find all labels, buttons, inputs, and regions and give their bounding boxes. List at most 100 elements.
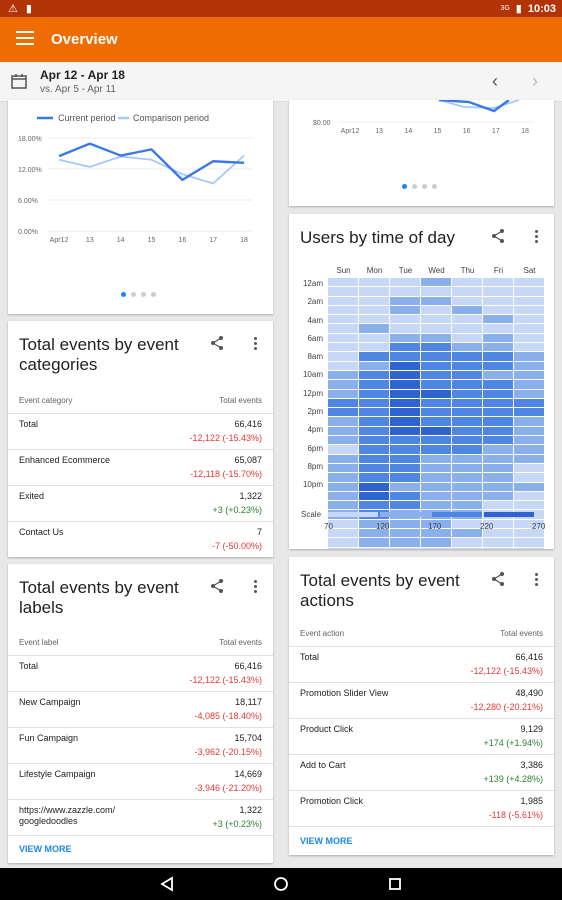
heatmap-cell[interactable] xyxy=(514,538,544,546)
heatmap-cell[interactable] xyxy=(452,399,482,407)
heatmap-cell[interactable] xyxy=(328,399,358,407)
view-more-button[interactable]: VIEW MORE xyxy=(300,836,353,846)
heatmap-cell[interactable] xyxy=(328,306,358,314)
heatmap-cell[interactable] xyxy=(421,287,451,295)
heatmap-cell[interactable] xyxy=(359,352,389,360)
heatmap-cell[interactable] xyxy=(359,436,389,444)
heatmap-cell[interactable] xyxy=(514,455,544,463)
heatmap-cell[interactable] xyxy=(483,352,513,360)
recents-icon[interactable] xyxy=(387,876,403,892)
heatmap-cell[interactable] xyxy=(483,343,513,351)
heatmap-cell[interactable] xyxy=(328,464,358,472)
heatmap-cell[interactable] xyxy=(483,315,513,323)
heatmap-cell[interactable] xyxy=(514,483,544,491)
heatmap-cell[interactable] xyxy=(514,371,544,379)
home-icon[interactable] xyxy=(273,876,289,892)
heatmap-cell[interactable] xyxy=(452,278,482,286)
heatmap-cell[interactable] xyxy=(514,473,544,481)
heatmap-cell[interactable] xyxy=(390,455,420,463)
heatmap-cell[interactable] xyxy=(328,427,358,435)
heatmap-cell[interactable] xyxy=(328,483,358,491)
heatmap-cell[interactable] xyxy=(328,492,358,500)
heatmap-cell[interactable] xyxy=(359,548,389,549)
table-row[interactable]: Fun Campaign 15,704 -3,962 (-20.15%) xyxy=(8,728,273,764)
heatmap-cell[interactable] xyxy=(483,399,513,407)
heatmap-cell[interactable] xyxy=(514,445,544,453)
carousel-dots[interactable] xyxy=(121,292,156,297)
table-row[interactable]: Add to Cart 3,386 +139 (+4.28%) xyxy=(289,755,554,791)
heatmap-cell[interactable] xyxy=(483,287,513,295)
heatmap-cell[interactable] xyxy=(421,455,451,463)
heatmap-cell[interactable] xyxy=(452,352,482,360)
heatmap-cell[interactable] xyxy=(359,334,389,342)
heatmap-cell[interactable] xyxy=(421,306,451,314)
heatmap-cell[interactable] xyxy=(483,380,513,388)
table-row[interactable]: Product Click 9,129 +174 (+1.94%) xyxy=(289,719,554,755)
heatmap-cell[interactable] xyxy=(421,417,451,425)
heatmap-cell[interactable] xyxy=(514,297,544,305)
heatmap-cell[interactable] xyxy=(483,427,513,435)
heatmap-cell[interactable] xyxy=(452,371,482,379)
heatmap-cell[interactable] xyxy=(328,297,358,305)
heatmap-cell[interactable] xyxy=(421,548,451,549)
heatmap-cell[interactable] xyxy=(421,297,451,305)
heatmap-cell[interactable] xyxy=(390,464,420,472)
heatmap-cell[interactable] xyxy=(483,371,513,379)
heatmap-cell[interactable] xyxy=(359,390,389,398)
heatmap-cell[interactable] xyxy=(421,362,451,370)
heatmap-cell[interactable] xyxy=(390,380,420,388)
heatmap-cell[interactable] xyxy=(514,352,544,360)
heatmap-cell[interactable] xyxy=(452,445,482,453)
more-vert-icon[interactable] xyxy=(254,580,258,595)
heatmap-cell[interactable] xyxy=(452,501,482,509)
heatmap-cell[interactable] xyxy=(452,362,482,370)
heatmap-cell[interactable] xyxy=(359,483,389,491)
heatmap-cell[interactable] xyxy=(452,390,482,398)
heatmap-cell[interactable] xyxy=(328,548,358,549)
heatmap-cell[interactable] xyxy=(359,473,389,481)
heatmap-cell[interactable] xyxy=(514,492,544,500)
heatmap-cell[interactable] xyxy=(483,548,513,549)
heatmap-cell[interactable] xyxy=(452,408,482,416)
share-icon[interactable] xyxy=(490,228,506,244)
heatmap-cell[interactable] xyxy=(514,427,544,435)
heatmap-cell[interactable] xyxy=(514,501,544,509)
heatmap-cell[interactable] xyxy=(390,278,420,286)
heatmap-cell[interactable] xyxy=(328,390,358,398)
heatmap-cell[interactable] xyxy=(359,278,389,286)
heatmap-cell[interactable] xyxy=(483,436,513,444)
heatmap-cell[interactable] xyxy=(421,436,451,444)
heatmap-cell[interactable] xyxy=(390,371,420,379)
heatmap-cell[interactable] xyxy=(483,417,513,425)
heatmap-cell[interactable] xyxy=(483,501,513,509)
carousel-dots[interactable] xyxy=(402,184,437,189)
back-icon[interactable] xyxy=(159,876,175,892)
heatmap-cell[interactable] xyxy=(483,408,513,416)
heatmap-cell[interactable] xyxy=(328,324,358,332)
heatmap-cell[interactable] xyxy=(514,390,544,398)
date-range-bar[interactable]: Apr 12 - Apr 18 vs. Apr 5 - Apr 11 ‹ › xyxy=(0,62,562,102)
heatmap-cell[interactable] xyxy=(390,483,420,491)
heatmap-cell[interactable] xyxy=(452,297,482,305)
heatmap-cell[interactable] xyxy=(390,417,420,425)
heatmap-cell[interactable] xyxy=(359,427,389,435)
heatmap-cell[interactable] xyxy=(359,324,389,332)
heatmap-cell[interactable] xyxy=(390,427,420,435)
heatmap-cell[interactable] xyxy=(421,427,451,435)
view-more-button[interactable]: VIEW MORE xyxy=(19,844,72,854)
heatmap-cell[interactable] xyxy=(452,464,482,472)
heatmap-cell[interactable] xyxy=(359,538,389,546)
heatmap-cell[interactable] xyxy=(421,278,451,286)
heatmap-cell[interactable] xyxy=(421,324,451,332)
table-row[interactable]: Promotion Slider View 48,490 -12,280 (-20.… xyxy=(289,683,554,719)
heatmap-cell[interactable] xyxy=(421,390,451,398)
heatmap-cell[interactable] xyxy=(483,334,513,342)
heatmap-cell[interactable] xyxy=(452,473,482,481)
heatmap-cell[interactable] xyxy=(452,427,482,435)
heatmap-cell[interactable] xyxy=(390,399,420,407)
heatmap-cell[interactable] xyxy=(390,315,420,323)
heatmap-cell[interactable] xyxy=(421,445,451,453)
heatmap-cell[interactable] xyxy=(359,464,389,472)
heatmap-cell[interactable] xyxy=(452,492,482,500)
heatmap-cell[interactable] xyxy=(514,278,544,286)
